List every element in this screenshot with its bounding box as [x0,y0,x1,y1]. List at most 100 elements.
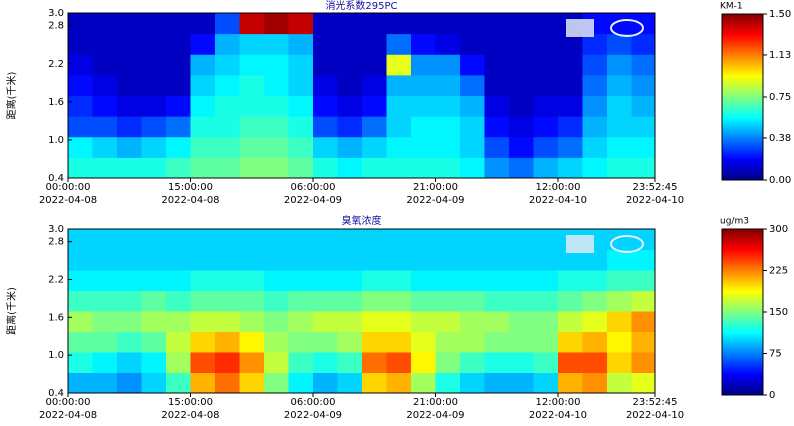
heat-cell [239,290,265,312]
heat-cell [214,270,240,291]
heat-cell [165,249,191,271]
heat-cell [337,229,363,250]
heat-cell [239,372,265,394]
heat-cell [312,290,338,312]
heat-cell [214,157,240,179]
heat-cell [165,311,191,332]
heat-cell [141,229,167,250]
heat-cell [141,74,167,96]
heat-cell [459,270,485,291]
heat-cell [116,372,142,394]
heat-cell [92,290,118,312]
y-axis-label: 距离(千米) [5,287,18,335]
heat-cell [361,352,387,373]
heat-cell [435,372,461,394]
heat-cell [435,33,461,55]
heat-cell [190,290,216,312]
y-axis-label: 距离(千米) [5,72,18,120]
heat-cell [582,136,608,158]
heat-cell [631,157,656,179]
heat-cell [557,270,583,291]
heat-cell [141,13,167,35]
heat-cell [435,54,461,76]
heat-cell [631,352,656,373]
heat-cell [484,331,510,353]
heat-cell [141,372,167,394]
heat-cell [410,331,436,353]
heat-cell [386,33,412,55]
heat-cell [312,95,338,117]
heat-cell [190,311,216,332]
heat-cell [508,249,534,271]
x-tick-label: 00:00:00 2022-04-08 [38,397,98,421]
heat-cell [337,136,363,158]
heat-cell [68,74,93,96]
heat-cell [92,54,118,76]
heat-cell [165,229,191,250]
heat-cell [116,54,142,76]
heat-cell [557,136,583,158]
heat-cell [239,95,265,117]
y-tick-label: 3.0 [48,8,64,19]
heat-cell [631,229,656,250]
heat-cell [533,13,559,35]
heat-cell [582,157,608,179]
heat-cell [557,157,583,179]
heat-cell [361,116,387,138]
colorbar [721,13,764,181]
heat-cell [582,270,608,291]
heat-cell [508,331,534,353]
heat-cell [582,116,608,138]
heat-cell [533,372,559,394]
heat-cell [263,13,289,35]
heat-cell [386,352,412,373]
heat-cell [92,372,118,394]
heat-cell [116,33,142,55]
heat-cell [239,249,265,271]
colorbar-tick-label: 300 [769,224,788,235]
heat-cell [239,331,265,353]
heat-cell [239,270,265,291]
heat-cell [361,74,387,96]
heat-cell [508,54,534,76]
heat-cell [141,136,167,158]
heat-cell [533,229,559,250]
heat-cell [214,54,240,76]
heat-cell [508,74,534,96]
heat-cell [116,249,142,271]
heat-cell [459,352,485,373]
x-tick-label: 12:00:00 2022-04-10 [528,182,588,206]
heat-cell [116,290,142,312]
heat-cell [533,270,559,291]
heat-cell [190,157,216,179]
heat-cell [606,157,632,179]
heat-cell [68,54,93,76]
heat-cell [508,372,534,394]
heat-cell [484,270,510,291]
heat-cell [508,136,534,158]
heat-cell [116,157,142,179]
heat-cell [337,311,363,332]
heat-cell [190,372,216,394]
heat-cell [386,249,412,271]
heat-cell [68,33,93,55]
heat-cell [165,33,191,55]
heat-cell [484,33,510,55]
heat-cell [141,290,167,312]
heat-cell [288,331,314,353]
heat-cell [459,372,485,394]
heat-cell [557,95,583,117]
heat-cell [190,116,216,138]
heat-cell [508,95,534,117]
heat-cell [92,33,118,55]
heat-cell [263,331,289,353]
y-tick-label: 1.6 [48,97,64,108]
heat-cell [288,157,314,179]
heat-cell [410,136,436,158]
heat-cell [190,249,216,271]
heat-cell [263,229,289,250]
heat-cell [484,74,510,96]
heat-cell [190,331,216,353]
heat-cell [410,13,436,35]
